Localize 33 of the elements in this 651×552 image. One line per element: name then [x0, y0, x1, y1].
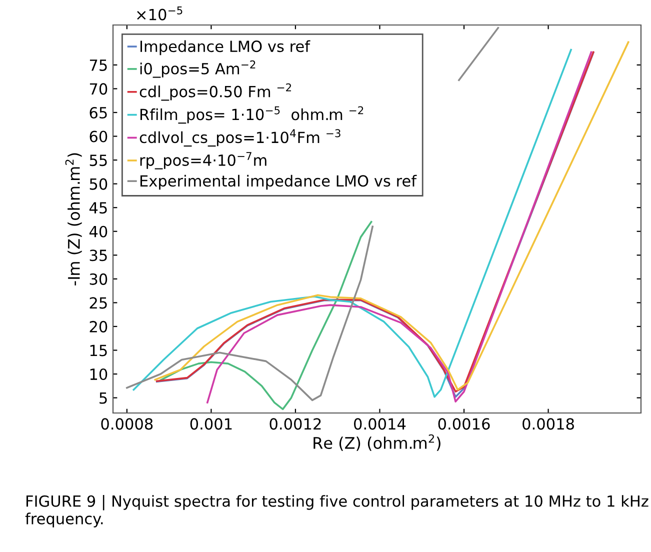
y-tick-label: 5: [100, 392, 107, 404]
x-tick-label: 0.001: [190, 418, 232, 430]
x-axis-title: Re (Z) (ohm.m$^{2}$): [314, 434, 440, 451]
legend-label: cdl_pos=0.50 Fm $^{−2}$: [140, 83, 292, 101]
y-tick-label: 60: [90, 130, 108, 142]
y-tick-label: 15: [90, 344, 107, 356]
y-tick-label: 55: [90, 154, 107, 166]
y-tick-label: 75: [90, 60, 107, 71]
legend-label: cdlvol_cs_pos=1·10$^{4}$Fm $^{−3}$: [140, 129, 340, 147]
y-tick-label: 70: [90, 83, 108, 95]
y-tick-label: 40: [89, 226, 108, 238]
x-tick-label: 0.0012: [270, 418, 321, 430]
y-tick-label: 10: [90, 368, 108, 380]
y-tick-label: 50: [90, 178, 108, 190]
legend-label: Rfilm_pos= 1·10$^{−5}$ ohm.m $^{−2}$: [140, 106, 364, 124]
y-tick-label: 65: [90, 106, 107, 119]
legend-label: i0_pos=5 Am$^{−2}$: [140, 60, 256, 78]
legend-label: Impedance LMO vs ref: [140, 40, 310, 56]
x-tick-label: 0.0016: [438, 418, 490, 430]
x-tick-label: 0.0018: [522, 418, 574, 430]
x-tick-label: 0.0014: [354, 418, 406, 430]
caption: FIGURE 9 | Nyquist spectra for testing five control parameters at 10 MHz to 1 kHz frequency.: [25, 495, 648, 528]
legend-label: Experimental impedance LMO vs ref: [140, 174, 417, 190]
y-tick-label: 20: [90, 320, 108, 332]
y-tick-label: 35: [90, 250, 107, 262]
y-tick-label: 25: [90, 297, 107, 309]
line-series: [160, 220, 372, 410]
x-tick-label: 0.0008: [101, 418, 153, 430]
y-axis-title: -Im (Z) (ohm.m$^{2}$): [65, 153, 82, 286]
text: ×10$^{−5}$: [137, 6, 182, 20]
y-tick-label: 45: [89, 202, 107, 214]
y-tick-label: 30: [90, 273, 108, 285]
legend-label: rp_pos=4·10$^{−7}$m: [140, 152, 266, 170]
